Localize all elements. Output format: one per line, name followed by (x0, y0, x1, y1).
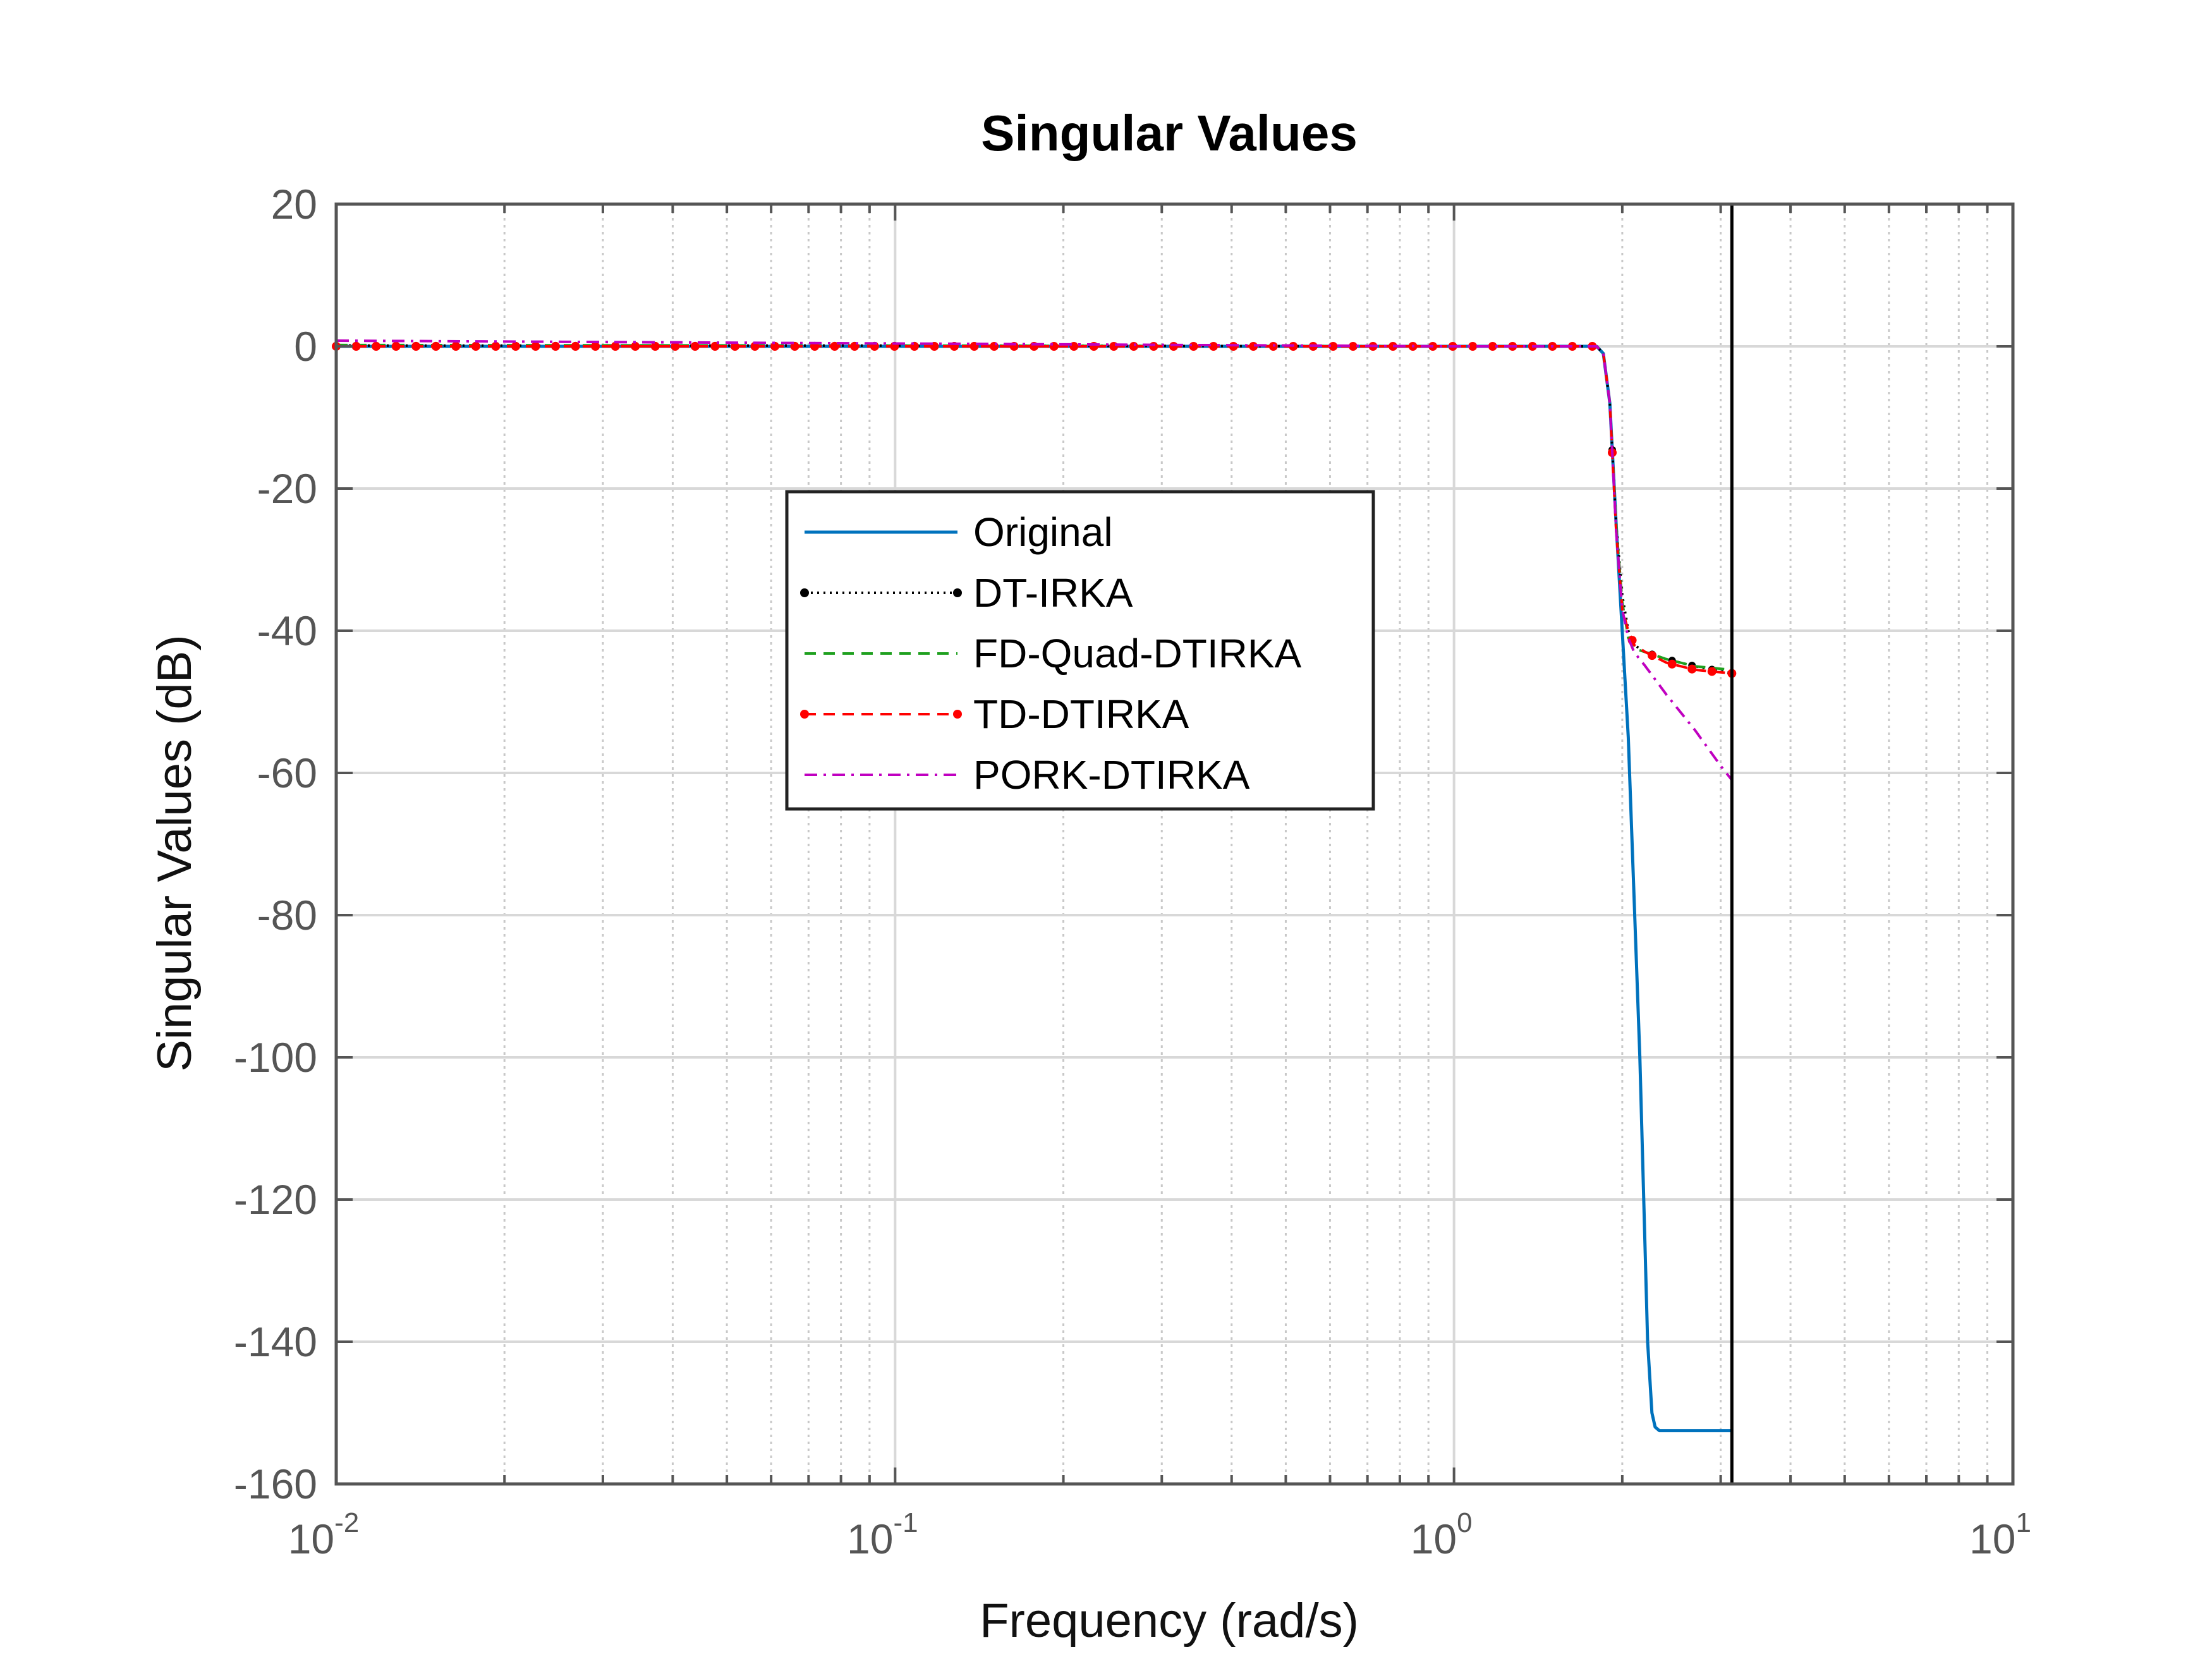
data-point-td-dtirka (1149, 342, 1158, 351)
legend-label: FD-Quad-DTIRKA (973, 631, 1302, 676)
data-point-td-dtirka (491, 342, 501, 351)
data-point-td-dtirka (730, 342, 739, 351)
plot-area (336, 204, 2013, 1484)
data-point-td-dtirka (611, 342, 620, 351)
y-tick-label: -120 (234, 1176, 317, 1223)
data-point-td-dtirka (1348, 342, 1358, 351)
data-point-td-dtirka (551, 342, 561, 351)
data-point-td-dtirka (750, 342, 760, 351)
axes-frame (334, 202, 2015, 1486)
data-point-td-dtirka (1189, 342, 1198, 351)
data-point-td-dtirka (531, 342, 540, 351)
plot-background (336, 204, 2013, 1484)
axes-box (334, 202, 2015, 1486)
data-point-td-dtirka (1169, 342, 1178, 351)
legend-label: Original (973, 509, 1113, 555)
legend-label: PORK-DTIRKA (973, 752, 1250, 798)
y-tick-label: 20 (271, 181, 317, 228)
y-tick-label: -140 (234, 1318, 317, 1365)
data-point-td-dtirka (1648, 651, 1657, 660)
data-point-td-dtirka (372, 342, 381, 351)
y-tick-label: 0 (294, 323, 317, 370)
y-tick-label: -160 (234, 1461, 317, 1507)
y-tick-label: -80 (257, 892, 317, 939)
data-point-td-dtirka (511, 342, 520, 351)
legend-label: TD-DTIRKA (973, 691, 1189, 737)
chart-title: Singular Values (981, 105, 1358, 161)
data-point-td-dtirka (1707, 667, 1717, 676)
data-point-td-dtirka (770, 342, 780, 351)
legend-marker (953, 710, 962, 719)
x-tick-label: 10-1 (847, 1507, 918, 1562)
x-tick-label: 101 (1969, 1507, 2031, 1562)
x-tick-label: 100 (1411, 1507, 1473, 1562)
legend-label: DT-IRKA (973, 570, 1133, 616)
data-point-td-dtirka (1687, 664, 1697, 674)
data-point-td-dtirka (1129, 342, 1138, 351)
x-axis-title: Frequency (rad/s) (980, 1594, 1359, 1648)
y-tick-label: -40 (257, 607, 317, 654)
legend-marker (800, 588, 809, 597)
x-tick-label: 10-2 (288, 1507, 360, 1562)
y-tick-label: -60 (257, 750, 317, 796)
data-point-td-dtirka (1328, 342, 1338, 351)
data-point-td-dtirka (631, 342, 640, 351)
data-point-td-dtirka (571, 342, 580, 351)
y-tick-label: -100 (234, 1034, 317, 1081)
y-axis-title: Singular Values (dB) (148, 635, 202, 1071)
data-point-td-dtirka (909, 342, 919, 351)
data-point-td-dtirka (591, 342, 600, 351)
series-layer (332, 339, 1737, 1433)
data-point-td-dtirka (1667, 659, 1677, 669)
legend: Original DT-IRKA FD-Quad-DTIRKA TD-DTIRKA PO… (785, 490, 1375, 811)
data-point-td-dtirka (1468, 342, 1478, 351)
data-point-td-dtirka (1109, 342, 1119, 351)
legend-marker (800, 710, 809, 719)
data-point-td-dtirka (471, 342, 480, 351)
data-point-td-dtirka (710, 342, 720, 351)
data-point-td-dtirka (351, 342, 361, 351)
data-point-td-dtirka (431, 342, 441, 351)
data-point-td-dtirka (690, 342, 700, 351)
data-point-td-dtirka (391, 342, 401, 351)
data-point-td-dtirka (451, 342, 461, 351)
data-point-td-dtirka (671, 342, 680, 351)
legend-marker (953, 588, 962, 597)
data-point-td-dtirka (1488, 342, 1497, 351)
data-point-td-dtirka (411, 342, 421, 351)
data-point-td-dtirka (650, 342, 660, 351)
data-point-td-dtirka (1209, 342, 1218, 351)
legend-box (785, 490, 1375, 811)
y-tick-label: -20 (257, 465, 317, 512)
